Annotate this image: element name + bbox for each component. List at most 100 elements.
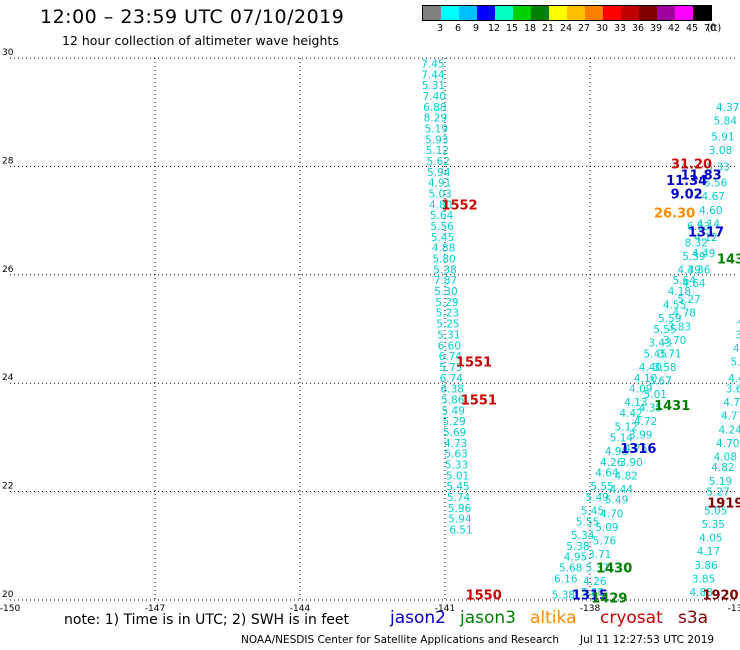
wave-height-value: 3.43 <box>648 338 671 350</box>
legend-swatch <box>459 6 477 20</box>
pass-label: 1429 <box>591 591 627 606</box>
legend-swatch <box>423 6 441 20</box>
wave-height-value: 5.62 <box>427 156 450 168</box>
legend-label: (ft) <box>706 23 722 34</box>
wave-height-value: 3.66 <box>726 384 740 396</box>
wave-height-value: 5.19 <box>425 123 448 135</box>
wave-height-value: 5.39 <box>682 251 705 263</box>
wave-height-value: 6.74 <box>439 351 463 363</box>
satellite-label-s3a: s3a <box>678 608 709 628</box>
wave-height-value: 3.85 <box>692 573 715 585</box>
legend-label: 70 <box>703 23 717 34</box>
wave-height-value: 4.73 <box>444 438 467 450</box>
wave-height-value: 5.19 <box>709 476 732 488</box>
wave-height-value: 5.94 <box>427 167 451 179</box>
y-tick-label: 28 <box>2 156 14 166</box>
wave-height-value: 4.64 <box>682 278 706 290</box>
pass-label: 26.30 <box>654 206 695 221</box>
wave-height-value: 5.45 <box>644 348 667 360</box>
wave-height-value: 3.83 <box>668 321 691 333</box>
wave-height-value: 5.14 <box>610 432 634 444</box>
wave-height-value: 6.16 <box>554 573 578 585</box>
wave-height-value: 5.56 <box>704 178 728 190</box>
wave-height-value: 3.99 <box>629 430 652 442</box>
wave-height-value: 7.44 <box>421 69 445 81</box>
wave-height-value: 5.94 <box>448 514 472 526</box>
wave-height-value: 6.60 <box>438 340 461 352</box>
wave-height-value: 5.68 <box>559 562 582 574</box>
legend-swatch <box>549 6 567 20</box>
y-tick-label: 30 <box>2 48 14 58</box>
legend-swatch <box>639 6 657 20</box>
y-tick-label: 20 <box>2 590 14 600</box>
wave-height-value: 5.01 <box>446 470 469 482</box>
x-tick-label: -144 <box>290 604 311 614</box>
legend-swatches <box>422 5 712 21</box>
color-legend: 3 6 9 12 15 18 21 24 27 30 33 36 39 42 45 70 (ft) <box>422 5 721 35</box>
x-tick-label: -13 <box>728 604 740 614</box>
wave-height-value: 4.09 <box>629 384 652 396</box>
wave-height-value: 4.60 <box>699 205 722 217</box>
legend-label: 27 <box>577 23 591 34</box>
wave-height-value: 5.63 <box>444 449 467 461</box>
wave-height-value: 5.74 <box>447 492 471 504</box>
pass-label: 1551 <box>456 356 492 371</box>
wave-height-value: 7.87 <box>434 275 457 287</box>
wave-height-value: 4.44 <box>610 484 634 496</box>
wave-height-value: 4.39 <box>677 264 700 276</box>
wave-height-value: 5.91 <box>711 132 734 144</box>
satellite-label-jason3: jason3 <box>460 608 516 628</box>
wave-height-value: 3.08 <box>709 145 732 157</box>
wave-height-value: 5.45 <box>431 232 454 244</box>
wave-height-value: 4.70 <box>716 438 739 450</box>
footer-timestamp: Jul 11 12:27:53 UTC 2019 <box>580 634 715 646</box>
legend-label: 42 <box>667 23 681 34</box>
wave-height-value: 4.88 <box>689 587 712 599</box>
wave-height-value: 5.31 <box>437 329 460 341</box>
y-tick-label: 26 <box>2 265 14 275</box>
wave-height-value: 6.38 <box>441 384 464 396</box>
wave-height-value: 5.86 <box>441 394 465 406</box>
x-tick-label: -147 <box>145 604 165 614</box>
wave-height-value: 5.38 <box>566 541 589 553</box>
wave-height-value: 5.80 <box>432 254 455 266</box>
wave-height-value: 8.32 <box>685 237 708 249</box>
pass-label: 1431 <box>654 399 690 414</box>
wave-height-value: 4.35 <box>639 403 662 415</box>
wave-height-value: 5.84 <box>714 115 738 127</box>
pass-label: 1920 <box>702 589 738 604</box>
wave-height-value: 5.75 <box>439 362 462 374</box>
wave-height-value: 4.95 <box>564 552 587 564</box>
pass-label: 11.83 <box>681 169 722 184</box>
pass-label: 9.02 <box>671 188 703 203</box>
wave-height-value: 4.68 <box>733 343 740 355</box>
legend-swatch <box>513 6 531 20</box>
pass-label: 1550 <box>466 589 502 604</box>
legend-labels: 3 6 9 12 15 18 21 24 27 30 33 36 39 42 45 70 (ft) <box>422 21 721 35</box>
satellite-label-altika: altika <box>530 608 577 628</box>
legend-swatch <box>675 6 693 20</box>
wave-height-value: 5.69 <box>443 427 466 439</box>
wave-height-value: 5.27 <box>706 487 729 499</box>
legend-label: 6 <box>454 23 462 34</box>
wave-height-value: 5.05 <box>704 506 727 518</box>
wave-height-value: 4.88 <box>432 243 455 255</box>
wave-height-value: 5.45 <box>446 481 469 493</box>
page-title: 12:00 – 23:59 UTC 07/10/2019 <box>40 6 345 28</box>
legend-label: 21 <box>541 23 555 34</box>
satellite-label-cryosat: cryosat <box>600 608 663 628</box>
wave-height-value: 4.42 <box>619 408 642 420</box>
legend-swatch <box>657 6 675 20</box>
satellite-label-jason2: jason2 <box>390 608 446 628</box>
x-tick-label: -138 <box>580 604 601 614</box>
wave-height-value: 5.29 <box>435 297 458 309</box>
legend-label: 36 <box>631 23 645 34</box>
legend-swatch <box>531 6 549 20</box>
legend-label: 15 <box>505 23 519 34</box>
wave-height-value: 5.64 <box>673 275 697 287</box>
pass-label: 1919 <box>707 496 740 511</box>
wave-height-value: 5.01 <box>644 389 667 401</box>
footnote: note: 1) Time is in UTC; 2) SWH is in fe… <box>64 612 350 628</box>
wave-height-value: 4.18 <box>668 286 691 298</box>
